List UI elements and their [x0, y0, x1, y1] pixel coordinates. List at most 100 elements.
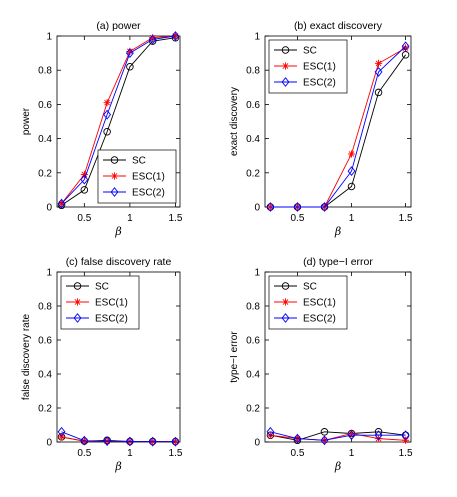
- legend-marker: [73, 313, 82, 323]
- data-point: [80, 186, 89, 194]
- y-tick-label: 0.8: [246, 66, 260, 77]
- series-line: [270, 433, 406, 441]
- legend-label: ESC(2): [303, 314, 336, 325]
- legend-item: SC: [274, 282, 317, 293]
- data-point: [347, 150, 356, 158]
- y-tick-label: 1: [254, 32, 260, 43]
- legend-marker: [281, 298, 290, 306]
- data-point: [401, 41, 410, 52]
- series-esc-2-: [266, 426, 410, 446]
- data-point: [126, 63, 134, 71]
- data-point: [57, 433, 66, 441]
- y-axis-label: power: [21, 107, 32, 135]
- legend-label: ESC(1): [132, 172, 165, 183]
- data-point: [293, 433, 302, 444]
- legend-marker: [73, 298, 82, 306]
- y-tick-label: 0.2: [246, 168, 260, 179]
- legend-marker: [73, 282, 82, 290]
- data-point: [125, 48, 134, 59]
- data-point: [347, 166, 356, 177]
- data-point: [320, 435, 329, 446]
- chart-panel-4: (d) type−I error 0 0.2 0.4 0.6 0.8 1 0.5 1 1.5 β ty…: [229, 256, 413, 473]
- y-axis-label: exact discovery: [229, 87, 240, 156]
- y-tick-label: 0.8: [246, 302, 260, 313]
- legend-label: ESC(1): [95, 298, 128, 309]
- data-point: [401, 436, 410, 444]
- legend-label: SC: [303, 282, 317, 293]
- data-point: [374, 430, 383, 441]
- legend-marker: [281, 62, 290, 70]
- x-tick-label: 0.5: [290, 213, 304, 224]
- data-point: [401, 430, 410, 441]
- data-point: [80, 170, 88, 179]
- series-line: [270, 431, 406, 441]
- legend-label: ESC(1): [303, 62, 336, 73]
- data-point: [80, 435, 89, 446]
- legend-item: ESC(2): [274, 313, 336, 325]
- data-point: [266, 426, 275, 437]
- legend-item: ESC(1): [103, 172, 165, 183]
- legend-item: ESC(2): [103, 187, 165, 199]
- chart-title: (a) power: [96, 20, 141, 32]
- y-tick-label: 1: [46, 268, 52, 279]
- legend-item: SC: [66, 282, 109, 293]
- legend-item: SC: [103, 156, 146, 167]
- legend-item: ESC(1): [274, 298, 336, 309]
- y-tick-label: 0.4: [38, 134, 52, 145]
- legend-item: SC: [274, 46, 317, 57]
- data-point: [148, 436, 157, 447]
- data-point: [103, 109, 112, 120]
- data-point: [171, 31, 180, 41]
- series-line: [61, 37, 176, 206]
- y-tick-label: 0: [254, 438, 260, 449]
- x-tick-label: 1.5: [168, 448, 182, 459]
- y-tick-label: 0.4: [38, 370, 52, 381]
- x-axis-label: β: [334, 460, 341, 473]
- data-point: [320, 202, 329, 212]
- legend-label: ESC(2): [132, 188, 165, 199]
- x-tick-label: 1: [349, 448, 355, 459]
- x-axis-label: β: [114, 460, 121, 473]
- data-point: [374, 88, 383, 97]
- x-tick-label: 1.5: [399, 448, 413, 459]
- y-tick-label: 0.2: [38, 168, 52, 179]
- x-tick-label: 0.5: [77, 448, 91, 459]
- y-axis-label: type−I error: [229, 331, 240, 383]
- data-point: [57, 198, 66, 209]
- data-point: [125, 436, 134, 447]
- chart-title: (d) type−I error: [303, 256, 373, 268]
- legend-label: SC: [95, 282, 109, 293]
- y-tick-label: 0: [254, 203, 260, 214]
- y-tick-label: 0.8: [38, 302, 52, 313]
- legend-marker: [281, 313, 290, 323]
- legend-marker: [110, 156, 119, 164]
- legend: SC ESC(1) ESC(2): [97, 149, 177, 204]
- y-tick-label: 1: [254, 268, 260, 279]
- chart-panel-3: (c) false discovery rate 0 0.2 0.4 0.6 0.8 1 0.…: [21, 256, 183, 473]
- y-tick-label: 0.6: [38, 100, 52, 111]
- legend-marker: [281, 282, 290, 290]
- y-tick-label: 0.6: [246, 100, 260, 111]
- x-tick-label: 1.5: [168, 213, 182, 224]
- y-tick-label: 0.8: [38, 66, 52, 77]
- legend-item: ESC(1): [274, 62, 336, 73]
- data-point: [103, 128, 111, 136]
- y-axis-label: false discovery rate: [21, 313, 32, 400]
- series-esc-2-: [57, 426, 180, 447]
- data-point: [80, 174, 89, 185]
- series-line: [61, 35, 176, 204]
- data-point: [374, 59, 383, 67]
- data-point: [103, 99, 111, 107]
- x-axis-label: β: [114, 225, 121, 238]
- legend-label: ESC(1): [303, 298, 336, 309]
- series-line: [270, 431, 406, 441]
- chart-title: (b) exact discovery: [294, 20, 383, 32]
- chart-panel-2: (b) exact discovery 0 0.2 0.4 0.6 0.8 1 0.5 1 1.5…: [229, 20, 413, 238]
- x-axis-label: β: [334, 225, 341, 238]
- chart-title: (c) false discovery rate: [66, 256, 172, 268]
- data-point: [293, 202, 302, 212]
- legend-marker: [281, 77, 290, 87]
- legend-label: ESC(2): [95, 314, 128, 325]
- y-tick-label: 1: [46, 32, 52, 43]
